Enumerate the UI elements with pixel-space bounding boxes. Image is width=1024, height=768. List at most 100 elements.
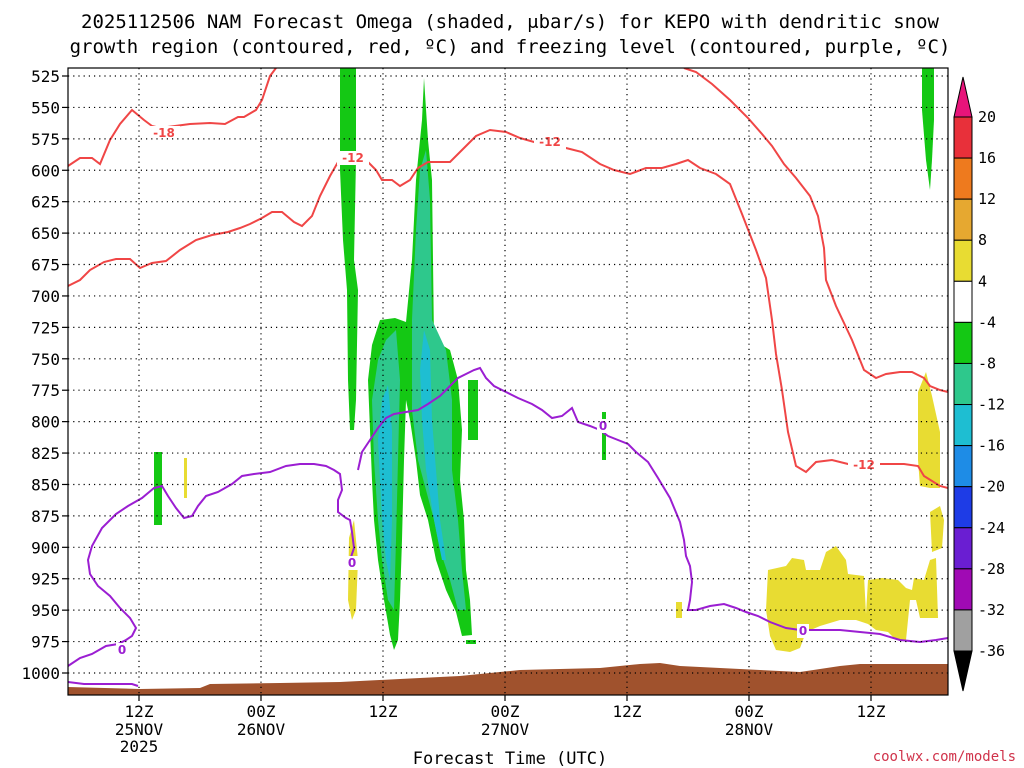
x-tick-label: 00Z bbox=[491, 702, 520, 721]
colorbar-label: -28 bbox=[978, 560, 1005, 578]
omega-shading bbox=[154, 68, 944, 652]
terrain bbox=[68, 663, 948, 695]
colorbar-bin bbox=[953, 362, 973, 406]
y-tick-label: 675 bbox=[31, 256, 60, 275]
colorbar-top-arrow bbox=[953, 76, 973, 118]
omega-region-small-yellow bbox=[184, 458, 187, 498]
x-tick-date: 27NOV bbox=[481, 720, 530, 739]
plot-frame bbox=[67, 67, 949, 696]
colorbar-label: 8 bbox=[978, 231, 987, 249]
y-tick-label: 775 bbox=[31, 381, 60, 400]
y-tick-label: 750 bbox=[31, 350, 60, 369]
contour-0c-left bbox=[68, 681, 139, 687]
y-tick-label: 800 bbox=[31, 413, 60, 432]
colorbar-label: -12 bbox=[978, 396, 1005, 414]
y-tick-label: 975 bbox=[31, 633, 60, 652]
contour-0c-mid bbox=[357, 366, 948, 644]
colorbar-label: 4 bbox=[978, 272, 987, 290]
x-tick-label: 12Z bbox=[857, 702, 886, 721]
colorbar-bin bbox=[953, 609, 973, 652]
contour-label-minus12-c: -12 bbox=[848, 458, 880, 472]
contour-label-minus12-b: -12 bbox=[534, 135, 566, 149]
x-tick-date: 25NOV bbox=[115, 720, 164, 739]
colorbar-bin bbox=[953, 404, 973, 447]
credit-text: coolwx.com/models bbox=[873, 749, 1016, 765]
colorbar-label: -36 bbox=[978, 642, 1005, 660]
colorbar-label: -8 bbox=[978, 354, 996, 372]
y-tick-label: 725 bbox=[31, 318, 60, 337]
colorbar-label: -4 bbox=[978, 313, 996, 331]
x-tick-label: 12Z bbox=[369, 702, 398, 721]
omega-region-cyan-2 bbox=[420, 330, 446, 560]
colorbar-label: -32 bbox=[978, 601, 1005, 619]
y-tick-label: 575 bbox=[31, 130, 60, 149]
svg-text:-12: -12 bbox=[539, 135, 561, 149]
x-tick-label: 00Z bbox=[247, 702, 276, 721]
colorbar-label: -24 bbox=[978, 519, 1005, 537]
omega-region-small-green bbox=[154, 452, 162, 525]
colorbar-bin bbox=[953, 198, 973, 241]
omega-region-teal-2 bbox=[412, 150, 466, 610]
y-tick-label: 900 bbox=[31, 538, 60, 557]
svg-text:0: 0 bbox=[799, 624, 807, 638]
svg-text:-12: -12 bbox=[342, 151, 364, 165]
colorbar-label: 20 bbox=[978, 108, 996, 126]
colorbar-label: 16 bbox=[978, 149, 996, 167]
svg-text:-18: -18 bbox=[153, 126, 175, 140]
omega-region-yellow-right-2 bbox=[930, 506, 944, 552]
plot-area: -18 -12 -12 -12 0 0 bbox=[68, 68, 948, 695]
colorbar-bin bbox=[953, 568, 973, 611]
colorbar-bottom-arrow bbox=[953, 650, 973, 692]
colorbar-label: 12 bbox=[978, 190, 996, 208]
colorbar-bin bbox=[953, 486, 973, 529]
x-tick-label: 00Z bbox=[735, 702, 764, 721]
omega-region-yellow-right bbox=[918, 372, 940, 488]
chart-title-line1: 2025112506 NAM Forecast Omega (shaded, μ… bbox=[81, 11, 939, 33]
freezing-level-contours bbox=[68, 366, 948, 687]
x-tick-date: 26NOV bbox=[237, 720, 286, 739]
contour-0c-main bbox=[68, 463, 356, 667]
omega-region-small-green-2 bbox=[468, 380, 478, 440]
y-tick-label: 850 bbox=[31, 475, 60, 494]
colorbar-label: -16 bbox=[978, 437, 1005, 455]
contour-label-zero-d: 0 bbox=[797, 624, 809, 638]
omega-region-green-topright bbox=[922, 68, 934, 190]
colorbar-bin bbox=[953, 116, 973, 159]
contour-labels: -18 -12 -12 -12 0 0 bbox=[116, 126, 880, 657]
contour-minus12-a bbox=[68, 128, 948, 489]
colorbar-bin bbox=[953, 239, 973, 282]
y-tick-label: 625 bbox=[31, 193, 60, 212]
y-tick-label: 925 bbox=[31, 570, 60, 589]
y-tick-label: 825 bbox=[31, 444, 60, 463]
colorbar-bin bbox=[953, 157, 973, 200]
svg-text:-12: -12 bbox=[853, 458, 875, 472]
x-tick-date: 28NOV bbox=[725, 720, 774, 739]
x-axis-title: Forecast Time (UTC) bbox=[413, 749, 607, 768]
contour-label-minus18: -18 bbox=[148, 126, 180, 140]
contour-label-zero-c: 0 bbox=[597, 419, 609, 433]
chart-title-line2: growth region (contoured, red, ºC) and f… bbox=[70, 36, 951, 58]
omega-region-cyan bbox=[378, 385, 392, 580]
svg-text:0: 0 bbox=[599, 419, 607, 433]
y-tick-label: 650 bbox=[31, 224, 60, 243]
y-tick-label: 550 bbox=[31, 98, 60, 117]
y-tick-label: 700 bbox=[31, 287, 60, 306]
contour-label-minus12-a: -12 bbox=[337, 151, 369, 165]
y-tick-label: 875 bbox=[31, 507, 60, 526]
svg-text:0: 0 bbox=[348, 556, 356, 570]
colorbar-bin bbox=[953, 280, 973, 323]
contour-minus12-b bbox=[683, 68, 948, 393]
svg-text:0: 0 bbox=[118, 643, 126, 657]
y-axis: 525 550 575 600 625 650 675 700 725 750 775 800 825 8… bbox=[21, 67, 68, 683]
omega-region-yellow-2 bbox=[676, 602, 682, 618]
colorbar-bin bbox=[953, 321, 973, 364]
y-tick-label: 525 bbox=[31, 67, 60, 86]
contour-label-zero-a: 0 bbox=[116, 643, 128, 657]
colorbar-bin bbox=[953, 445, 973, 488]
x-tick-label: 12Z bbox=[125, 702, 154, 721]
colorbar-label: -20 bbox=[978, 478, 1005, 496]
colorbar-bin bbox=[953, 527, 973, 570]
y-tick-label: 950 bbox=[31, 601, 60, 620]
